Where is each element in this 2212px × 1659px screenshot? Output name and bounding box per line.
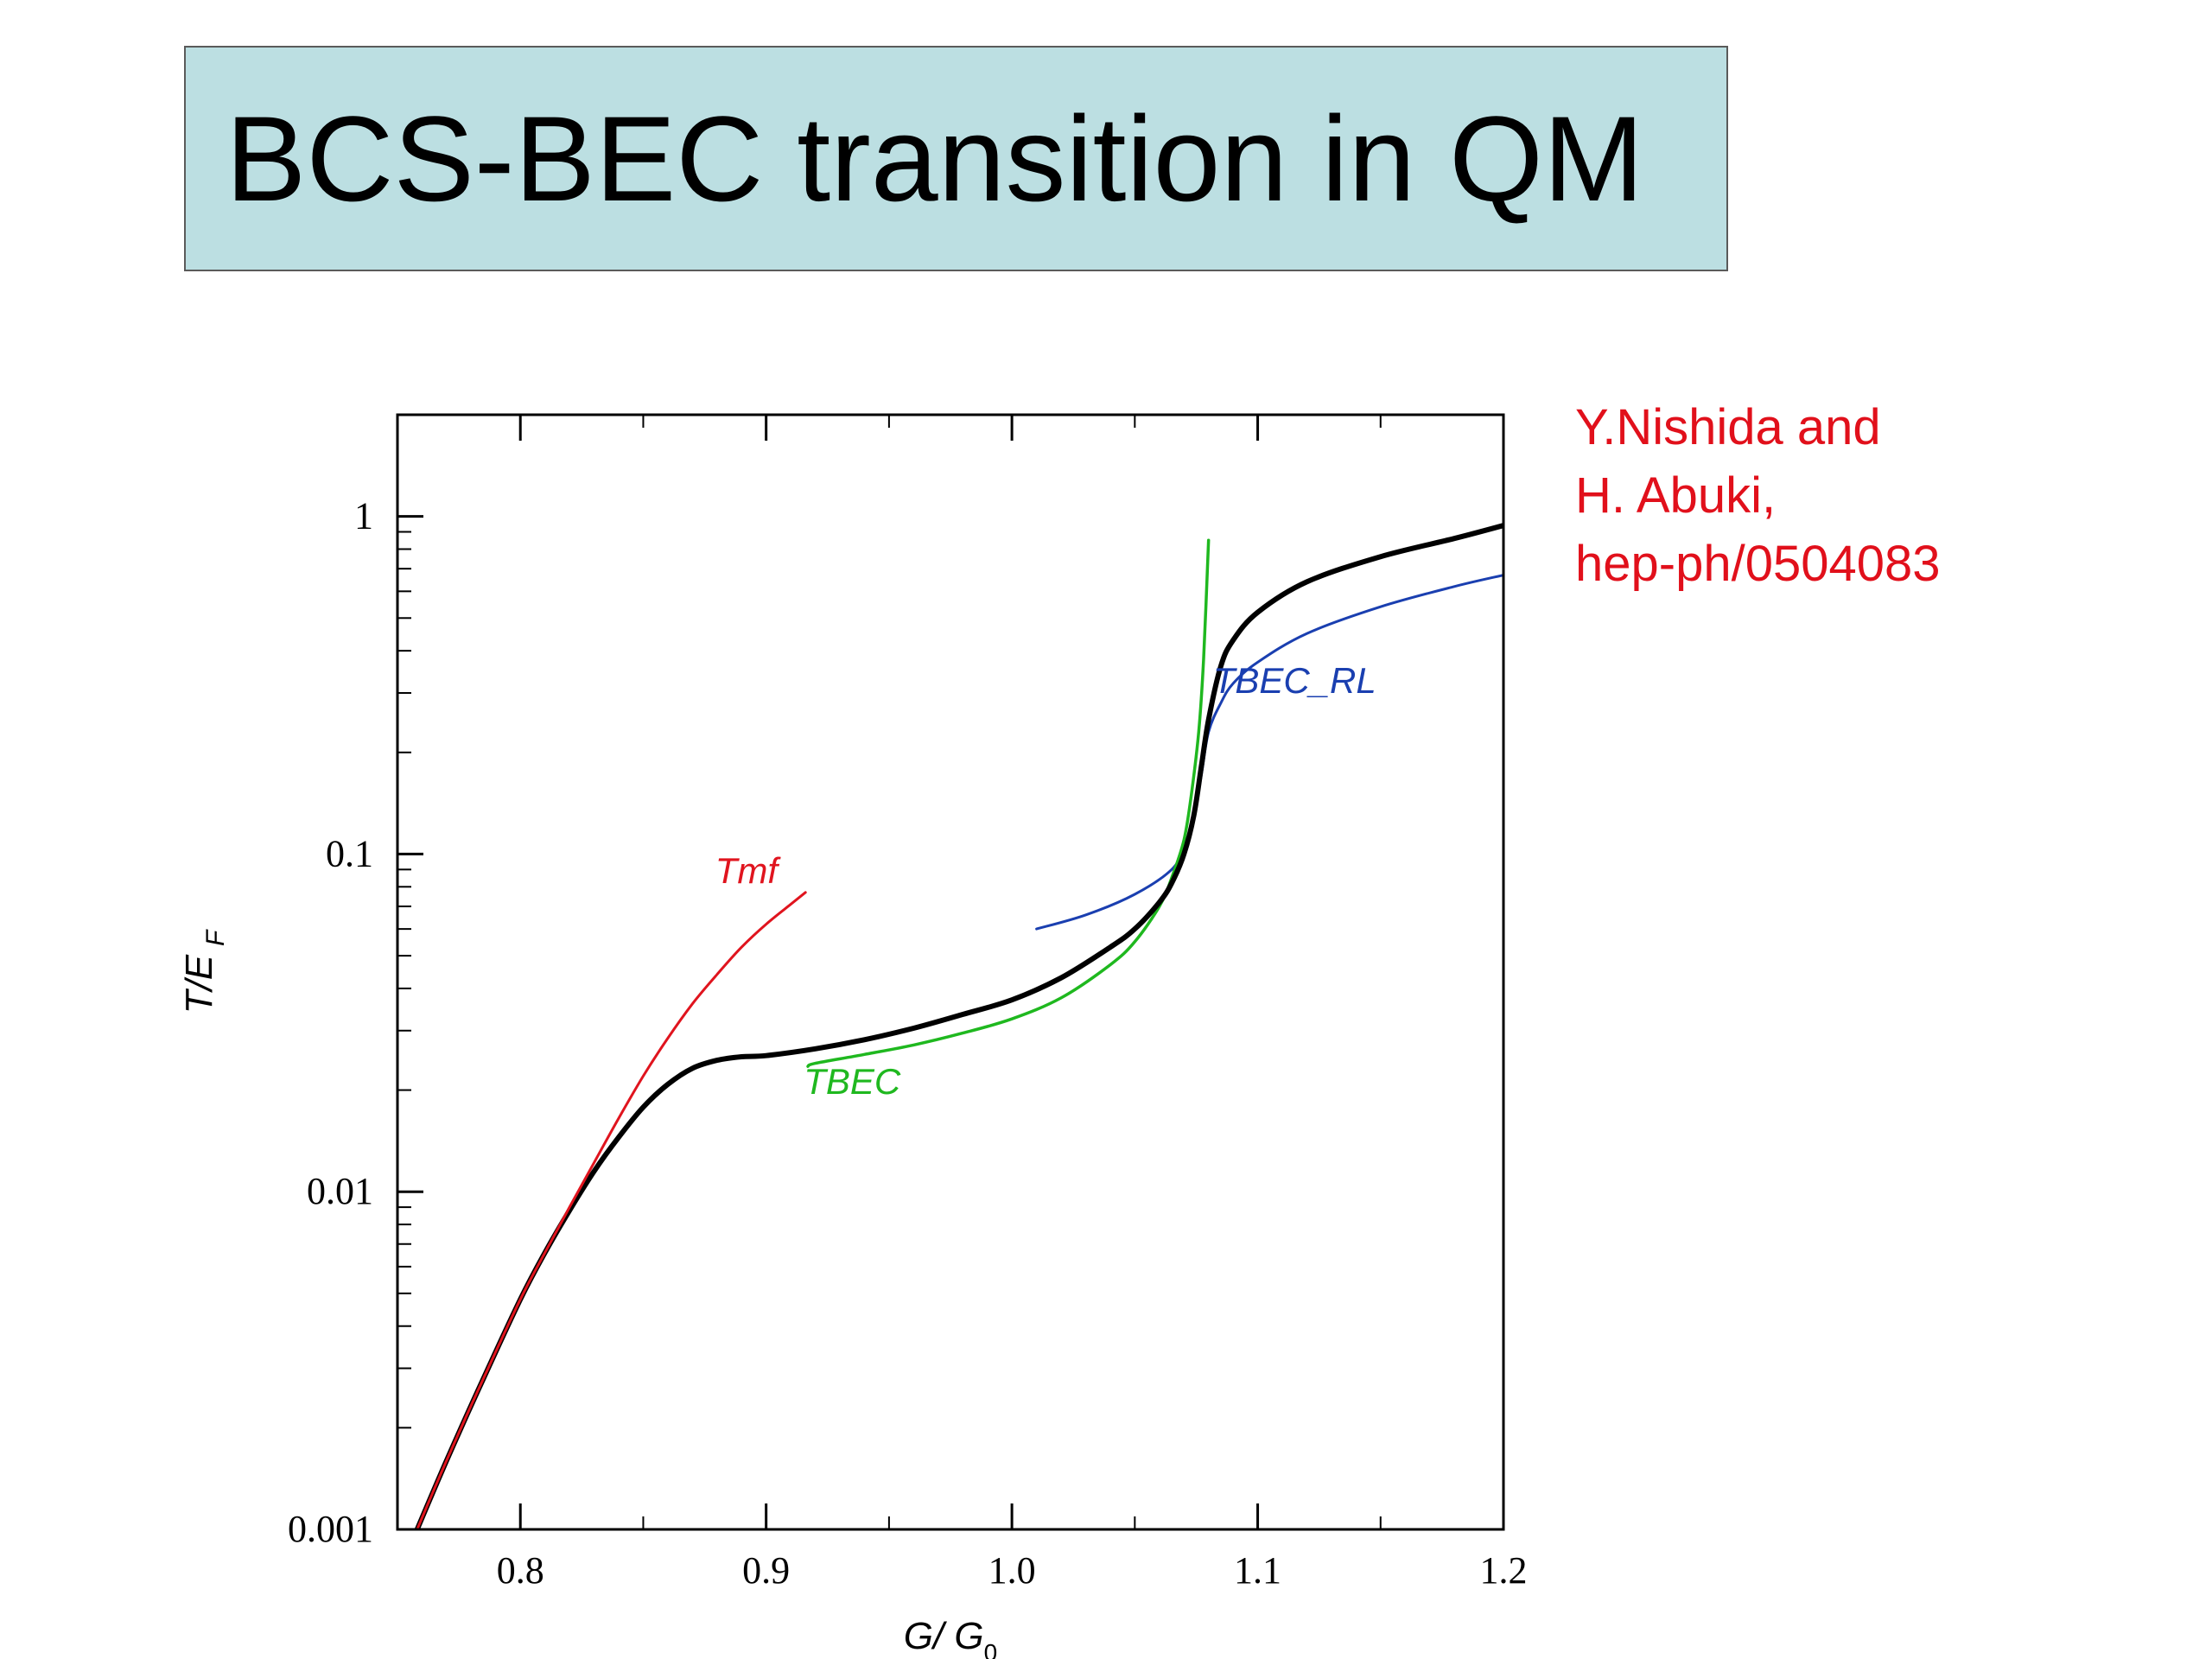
series-line-tmf xyxy=(416,891,807,1529)
x-tick-label: 0.9 xyxy=(742,1549,790,1592)
series-line-tbec xyxy=(806,538,1211,1068)
y-tick-label: 0.01 xyxy=(307,1170,373,1212)
series-line-tbec-rl xyxy=(1035,574,1503,931)
citation-line-3: hep-ph/0504083 xyxy=(1575,536,1941,592)
x-tick-label: 1.1 xyxy=(1234,1549,1281,1592)
slide-title: BCS-BEC transition in QM xyxy=(226,90,1644,226)
series-annotations: Tmf TBEC TBEC_RL xyxy=(715,660,1376,1102)
citation: Y.Nishida and H. Abuki, hep-ph/0504083 xyxy=(1575,393,1941,598)
plot-frame xyxy=(396,413,1505,1531)
y-axis-label: T/E F xyxy=(178,929,230,1014)
title-box: BCS-BEC transition in QM xyxy=(184,46,1728,271)
x-tick-label: 1.2 xyxy=(1480,1549,1528,1592)
series-line-tc xyxy=(414,523,1503,1529)
y-tick-label: 1 xyxy=(354,495,373,537)
annotation-tbec: TBEC xyxy=(804,1061,901,1102)
tick-labels: 0.8 0.9 1.0 1.1 1.2 0.001 0.01 0.1 1 xyxy=(288,495,1528,1592)
axis-ticks xyxy=(397,414,1505,1531)
annotation-tmf: Tmf xyxy=(715,850,782,891)
x-axis-label: G/ G0 xyxy=(904,1615,997,1659)
y-tick-label: 0.001 xyxy=(288,1508,373,1550)
y-axis-label-sub: F xyxy=(201,929,230,946)
x-axis-label-sub: 0 xyxy=(984,1639,998,1659)
citation-line-1: Y.Nishida and xyxy=(1575,399,1881,455)
chart-curves xyxy=(414,523,1503,1529)
y-axis-label-main: T/E xyxy=(178,954,220,1014)
annotation-tbec-rl: TBEC_RL xyxy=(1213,660,1376,701)
x-axis-label-main: G/ G xyxy=(904,1615,984,1657)
x-tick-label: 1.0 xyxy=(988,1549,1036,1592)
x-tick-label: 0.8 xyxy=(497,1549,544,1592)
citation-line-2: H. Abuki, xyxy=(1575,467,1777,524)
y-tick-label: 0.1 xyxy=(326,832,373,874)
